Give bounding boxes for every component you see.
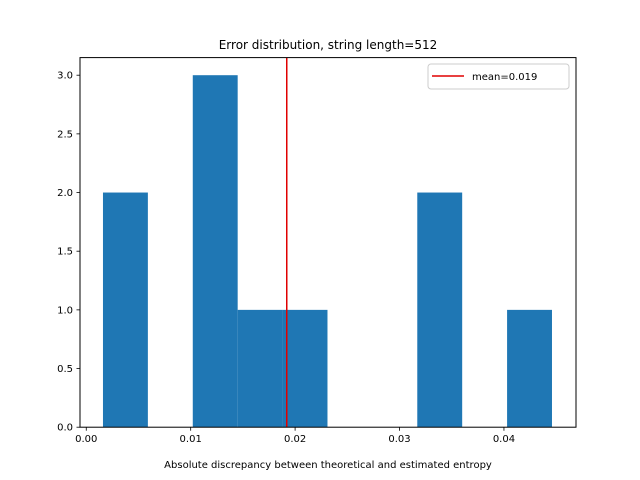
y-tick-label: 0.0 [57,423,73,434]
y-tick-label: 2.0 [57,188,73,199]
histogram-bar-9 [507,309,552,428]
y-tick-label: 3.0 [57,71,73,82]
y-tick-label: 1.5 [57,247,73,258]
legend-box [427,63,570,90]
y-tick-label: 1.0 [57,305,73,316]
x-tick-label: 0.00 [75,434,97,445]
y-tick-label: 2.5 [57,129,73,140]
legend-label: mean=0.019 [472,72,537,83]
chart-title: Error distribution, string length=512 [219,38,438,52]
histogram-bar-7 [417,192,463,428]
axes-frame [79,57,577,428]
x-axis-label: Absolute discrepancy between theoretical… [164,460,492,471]
legend: mean=0.019 [427,63,570,90]
y-axis-ticks: 0.0 0.5 1.0 1.5 2.0 2.5 3.0 [57,71,80,434]
x-tick-label: 0.01 [180,434,202,445]
x-tick-label: 0.02 [284,434,306,445]
histogram-bar-4 [282,309,328,428]
histogram-bar-3 [237,309,283,428]
bars-group [102,75,552,428]
x-axis-ticks: 0.00 0.01 0.02 0.03 0.04 [75,427,515,445]
histogram-bar-2 [192,75,238,428]
x-tick-label: 0.03 [388,434,410,445]
histogram-bar-0 [102,192,148,428]
x-tick-label: 0.04 [493,434,515,445]
y-tick-label: 0.5 [57,364,73,375]
